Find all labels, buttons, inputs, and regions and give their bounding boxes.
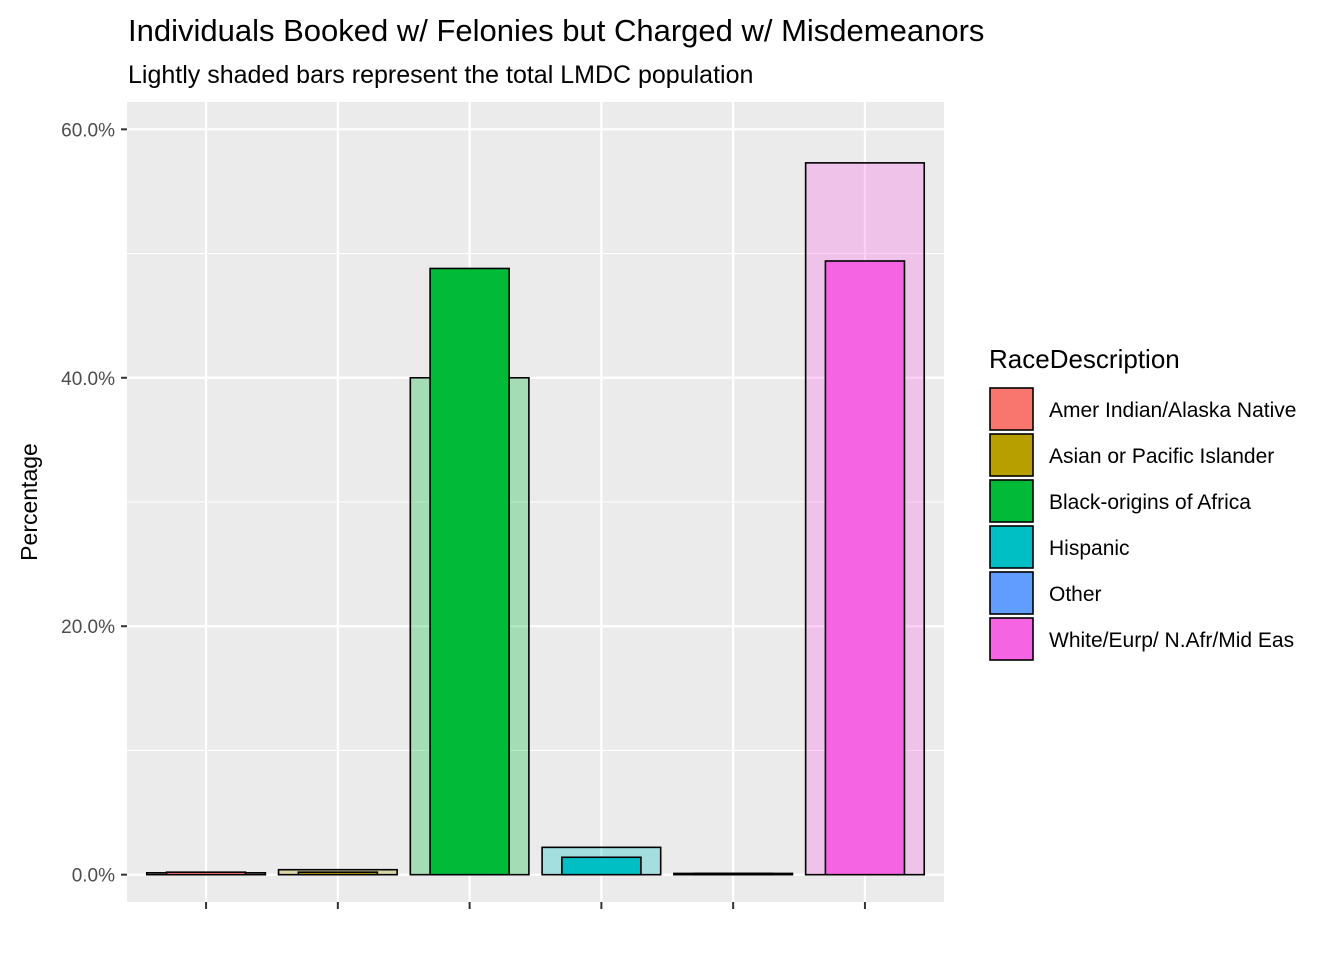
legend-label: Black-origins of Africa (1049, 491, 1251, 514)
y-tick-label: 40.0% (61, 369, 115, 390)
legend-key (989, 617, 1034, 661)
y-axis-label: Percentage (16, 443, 42, 561)
x-axis (205, 902, 866, 909)
y-tick-label: 60.0% (61, 120, 115, 141)
y-tick-label: 20.0% (61, 617, 115, 638)
bar-charged (429, 267, 510, 876)
legend-label: Amer Indian/Alaska Native (1049, 399, 1296, 422)
legend-label: Hispanic (1049, 537, 1130, 560)
legend-key (989, 433, 1034, 477)
legend-label: White/Eurp/ N.Afr/Mid Eas (1049, 629, 1294, 652)
legend-key (989, 571, 1034, 615)
chart-title: Individuals Booked w/ Felonies but Charg… (128, 13, 984, 48)
legend: RaceDescription Amer Indian/Alaska Nativ… (989, 344, 1296, 661)
bar-charged (692, 872, 774, 876)
bar-charged (824, 260, 906, 876)
legend-key (989, 525, 1034, 569)
y-tick-label: 0.0% (72, 866, 115, 887)
legend-label: Other (1049, 583, 1102, 606)
legend-key (989, 479, 1034, 523)
chart-subtitle: Lightly shaded bars represent the total … (128, 61, 753, 89)
y-axis: 0.0% 20.0% 40.0% 60.0% (61, 120, 127, 887)
bars-charged (165, 260, 906, 876)
bar-charged (561, 856, 642, 876)
legend-title: RaceDescription (989, 344, 1180, 374)
bar-charged (165, 871, 247, 876)
legend-label: Asian or Pacific Islander (1049, 445, 1274, 468)
bar-charged (297, 871, 379, 876)
legend-key (989, 387, 1034, 431)
grid-minor (127, 253, 944, 751)
